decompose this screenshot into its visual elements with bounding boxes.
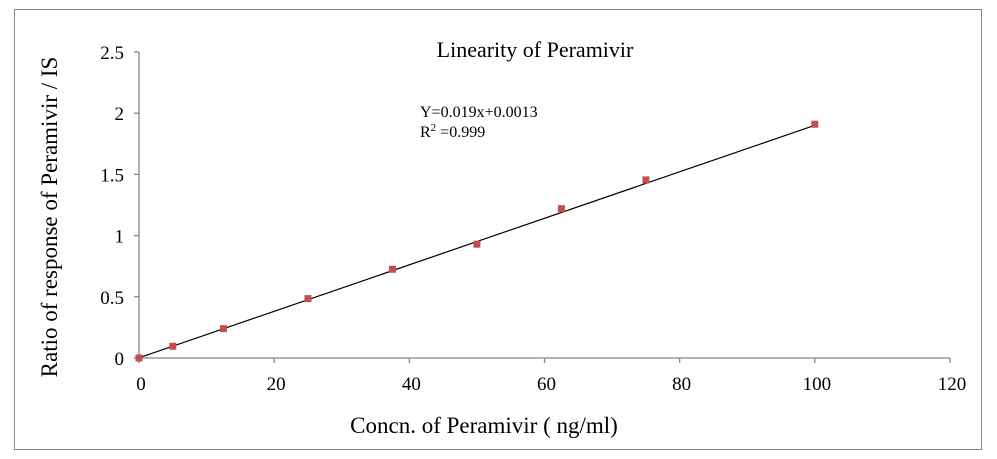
x-axis-title: Concn. of Peramivir ( ng/ml)	[350, 413, 618, 438]
x-tick-label: 120	[938, 374, 967, 395]
y-tick-label: 1.5	[100, 165, 124, 186]
equation-annotation: Y=0.019x+0.0013	[420, 104, 538, 121]
r-squared-superscript: 2	[431, 122, 437, 134]
chart-border	[14, 9, 982, 450]
data-points	[135, 120, 819, 362]
r-squared-value: =0.999	[436, 124, 485, 141]
data-point	[811, 120, 819, 128]
data-point	[304, 295, 312, 303]
y-axis-ticks: 0 0.5 1 1.5 2 2.5	[100, 43, 139, 370]
y-tick-label: 0.5	[100, 288, 124, 309]
data-point	[169, 342, 177, 350]
r-squared-annotation: R2 =0.999	[420, 122, 485, 141]
y-tick-label: 2	[115, 104, 125, 125]
x-tick-label: 80	[672, 374, 691, 395]
chart-title: Linearity of Peramivir	[437, 37, 634, 62]
r-squared-prefix: R	[420, 124, 431, 141]
y-tick-label: 2.5	[100, 43, 124, 64]
data-point	[135, 354, 143, 362]
x-tick-label: 100	[803, 374, 832, 395]
data-point	[557, 205, 565, 213]
y-axis-title: Ratio of response of Peramivir / IS	[37, 57, 62, 378]
x-tick-label: 0	[136, 374, 146, 395]
x-tick-label: 40	[402, 374, 421, 395]
y-tick-label: 0	[115, 349, 125, 370]
data-point	[642, 176, 650, 184]
x-tick-label: 60	[537, 374, 556, 395]
data-point	[473, 240, 481, 248]
data-point	[388, 265, 396, 273]
data-point	[219, 325, 227, 333]
x-tick-label: 20	[267, 374, 286, 395]
y-tick-label: 1	[115, 227, 125, 248]
